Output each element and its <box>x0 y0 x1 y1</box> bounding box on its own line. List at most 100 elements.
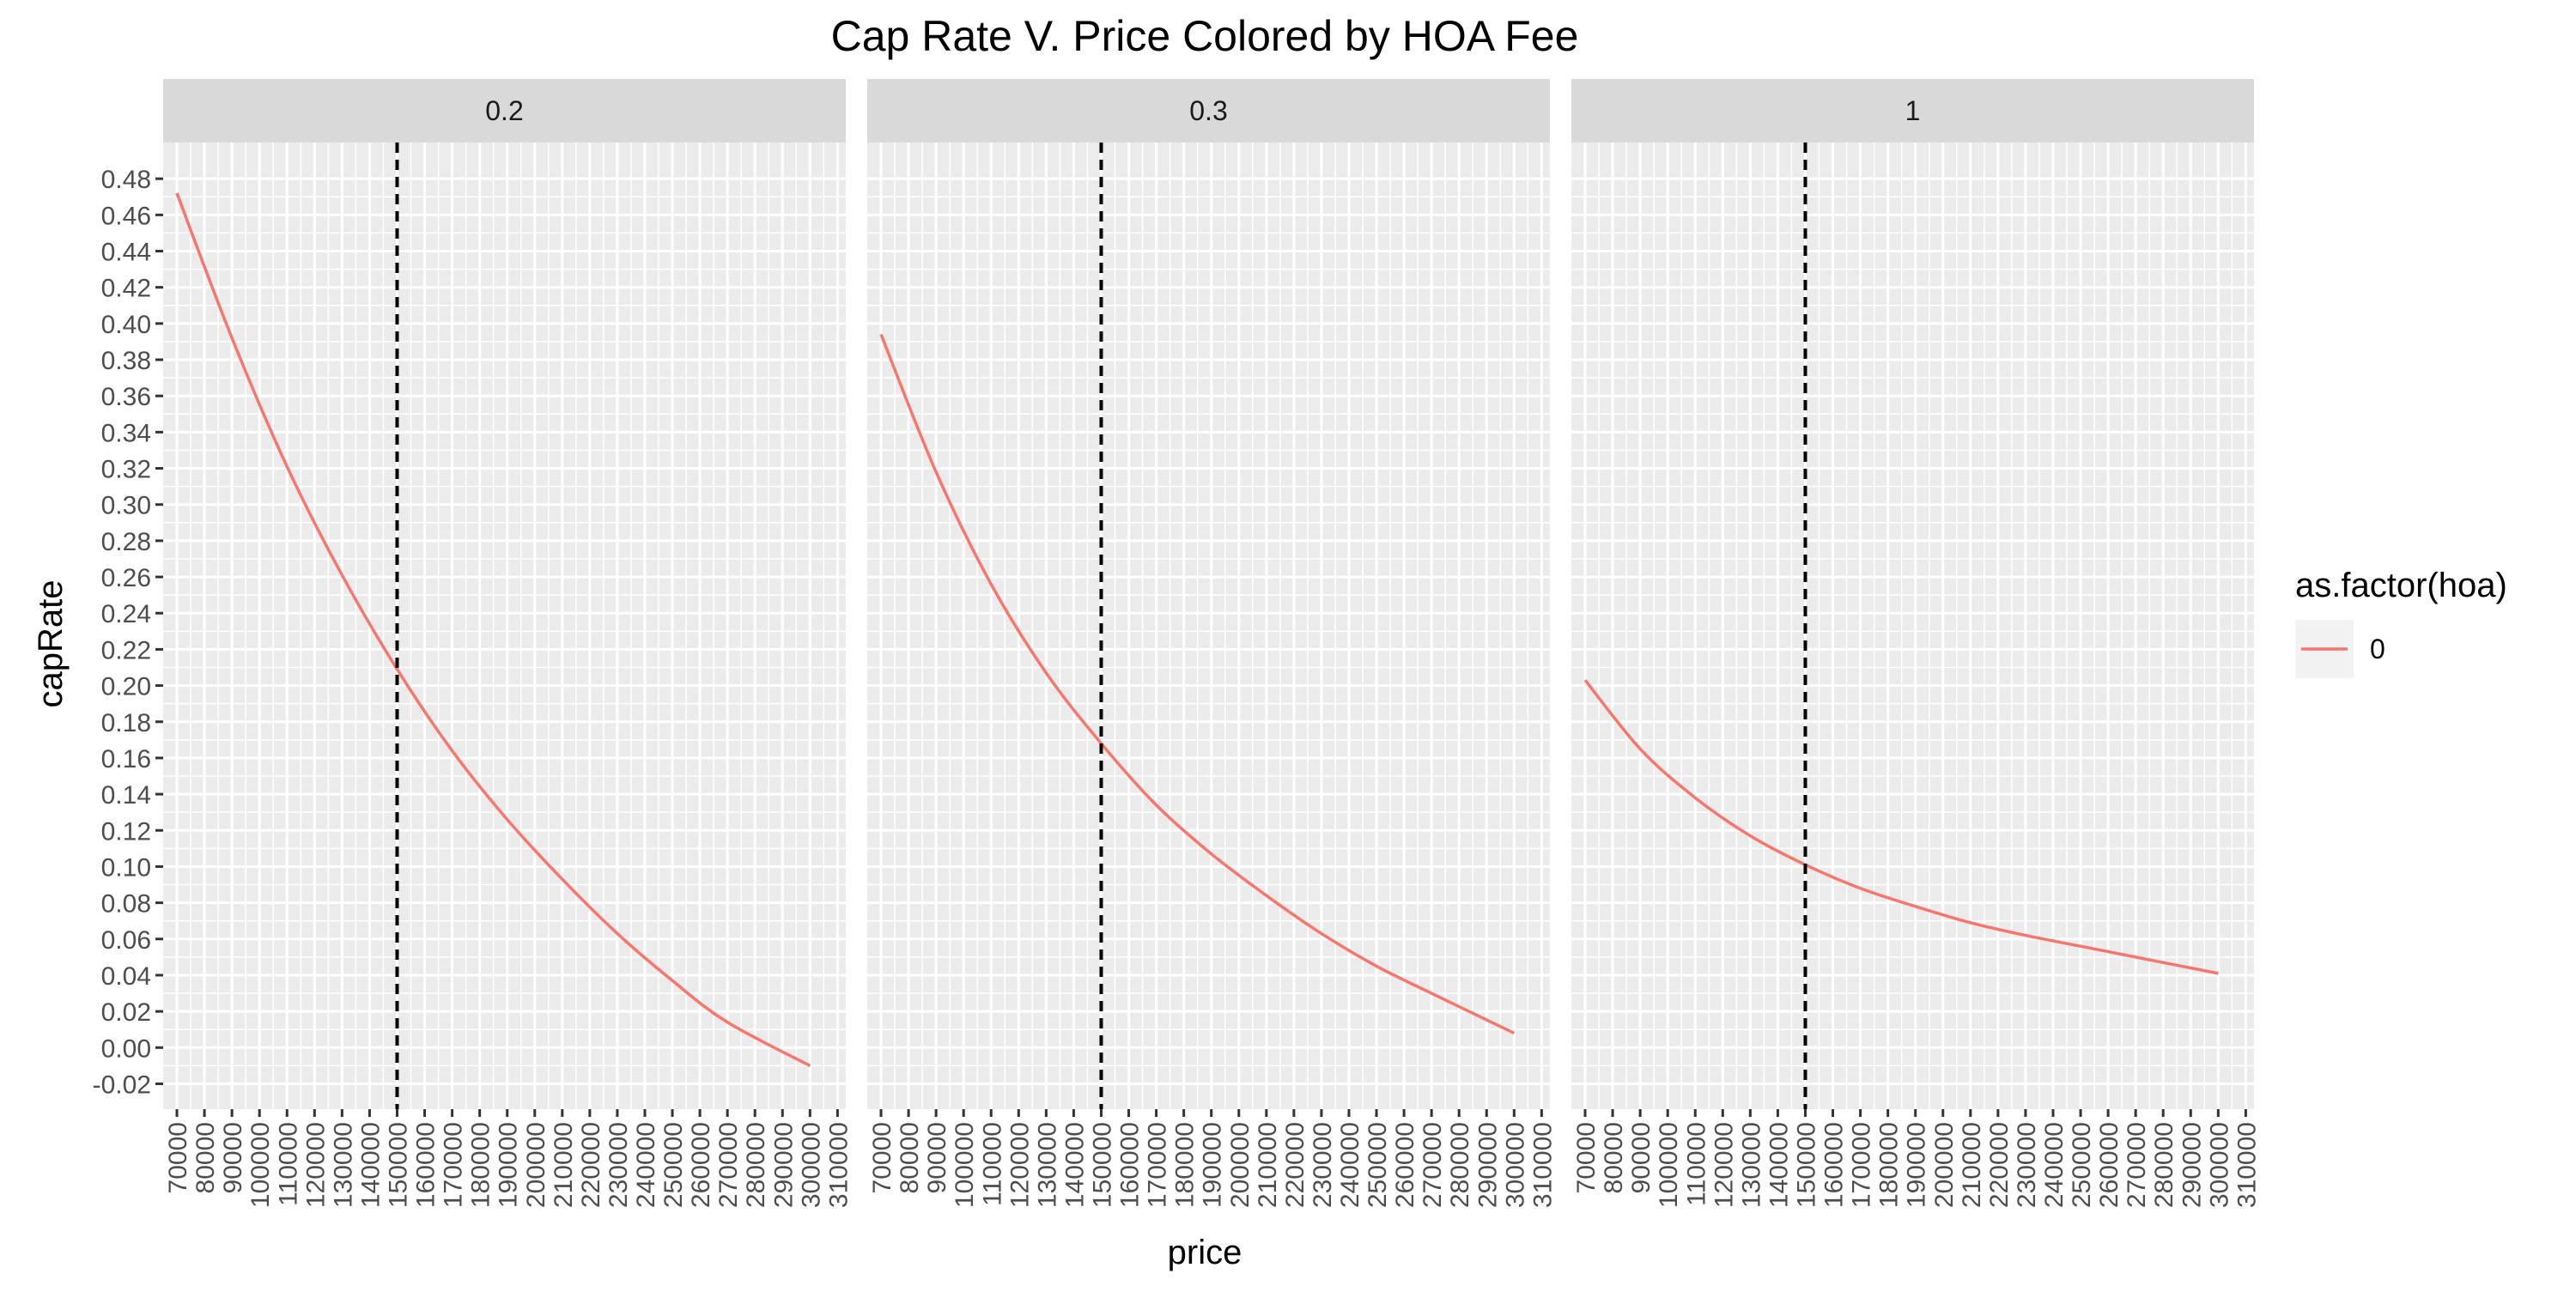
x-tick-label: 280000 <box>742 1122 770 1208</box>
x-tick-label: 280000 <box>1446 1122 1474 1208</box>
facet-panel-2: 1 <box>1571 79 2254 1109</box>
x-tick-label: 150000 <box>1088 1122 1116 1208</box>
x-tick-label: 270000 <box>2123 1122 2151 1208</box>
x-tick-label: 120000 <box>301 1122 330 1208</box>
x-tick-label: 140000 <box>356 1122 385 1208</box>
x-tick-label: 160000 <box>412 1122 440 1208</box>
x-tick-label: 110000 <box>274 1122 302 1206</box>
x-tick-label: 240000 <box>1336 1122 1364 1208</box>
x-tick-label: 70000 <box>164 1122 192 1193</box>
x-axis-label: price <box>1168 1234 1242 1271</box>
x-tick-label: 100000 <box>1655 1122 1683 1208</box>
x-tick-label: 80000 <box>1600 1122 1628 1193</box>
x-tick-label: 110000 <box>1682 1122 1710 1206</box>
x-tick-label: 120000 <box>1710 1122 1738 1208</box>
x-tick-label: 170000 <box>440 1122 468 1208</box>
x-tick-label: 300000 <box>2205 1122 2233 1208</box>
x-tick-label: 80000 <box>191 1122 220 1193</box>
x-tick-label: 150000 <box>384 1122 412 1208</box>
x-tick-label: 210000 <box>1254 1122 1282 1208</box>
x-tick-label: 180000 <box>467 1122 495 1208</box>
x-tick-label: 170000 <box>1144 1122 1172 1208</box>
x-tick-label: 230000 <box>1309 1122 1337 1208</box>
series-line-hoa-0 <box>1583 679 2219 975</box>
x-tick-label: 250000 <box>2068 1122 2096 1208</box>
y-tick-label: 0.00 <box>101 1034 151 1063</box>
x-tick-label: 190000 <box>495 1122 523 1208</box>
x-tick-label: 160000 <box>1116 1122 1145 1208</box>
facet-strip <box>163 79 846 143</box>
x-tick-label: 100000 <box>951 1122 979 1208</box>
x-tick-label: 190000 <box>1903 1122 1931 1208</box>
x-tick-label: 310000 <box>2233 1122 2261 1208</box>
x-tick-label: 80000 <box>896 1122 924 1193</box>
panel-background <box>867 143 1550 1109</box>
x-tick-label: 260000 <box>2095 1122 2123 1208</box>
y-tick-label: 0.40 <box>101 311 151 339</box>
x-tick-label: 290000 <box>1473 1122 1502 1208</box>
x-tick-label: 220000 <box>1985 1122 2014 1208</box>
y-tick-label: 0.14 <box>101 781 151 810</box>
x-tick-label: 310000 <box>824 1122 853 1208</box>
y-tick-label: 0.30 <box>101 492 151 520</box>
x-tick-label: 210000 <box>1958 1122 1986 1208</box>
y-tick-label: 0.38 <box>101 347 151 375</box>
y-tick-label: 0.36 <box>101 383 151 411</box>
y-tick-label: 0.18 <box>101 709 151 737</box>
y-tick-label: 0.28 <box>101 528 151 556</box>
x-tick-label: 240000 <box>2040 1122 2069 1208</box>
y-tick-label: 0.32 <box>101 456 151 484</box>
x-tick-label: 130000 <box>1737 1122 1765 1208</box>
x-tick-label: 90000 <box>219 1122 247 1193</box>
x-tick-label: 200000 <box>522 1122 550 1208</box>
y-tick-label: 0.20 <box>101 673 151 701</box>
x-tick-label: 70000 <box>868 1122 896 1193</box>
y-tick-label: 0.46 <box>101 202 151 230</box>
x-tick-label: 290000 <box>2178 1122 2206 1208</box>
x-tick-label: 110000 <box>978 1122 1006 1206</box>
x-tick-label: 160000 <box>1820 1122 1849 1208</box>
panel-background <box>1571 143 2254 1109</box>
y-tick-label: 0.34 <box>101 419 151 447</box>
x-tick-label: 230000 <box>605 1122 633 1208</box>
legend-entry-label: 0 <box>2370 634 2385 664</box>
x-tick-label: 220000 <box>1281 1122 1309 1208</box>
y-tick-label: 0.42 <box>101 275 151 303</box>
y-tick-label: 0.22 <box>101 636 151 664</box>
x-tick-label: 170000 <box>1848 1122 1876 1208</box>
x-tick-label: 260000 <box>687 1122 715 1208</box>
series-line-hoa-0 <box>175 192 811 1067</box>
chart-title: Cap Rate V. Price Colored by HOA Fee <box>831 12 1579 60</box>
legend-layer: 0 <box>2295 620 2385 678</box>
x-tick-label: 290000 <box>769 1122 798 1208</box>
facet-panel-1: 0.3 <box>867 79 1550 1109</box>
y-tick-label: -0.02 <box>93 1071 151 1099</box>
x-tick-label: 180000 <box>1875 1122 1904 1208</box>
x-tick-label: 150000 <box>1792 1122 1820 1208</box>
y-axis-label: capRate <box>32 580 70 708</box>
x-tick-label: 130000 <box>1033 1122 1061 1208</box>
y-tick-label: 0.26 <box>101 564 151 592</box>
x-tick-label: 260000 <box>1391 1122 1419 1208</box>
facet-strip-label: 1 <box>1905 95 1921 126</box>
series-line-hoa-0 <box>879 333 1516 1035</box>
x-tick-label: 130000 <box>329 1122 357 1208</box>
x-tick-label: 100000 <box>246 1122 275 1208</box>
x-tick-label: 310000 <box>1528 1122 1557 1208</box>
x-tick-label: 210000 <box>550 1122 578 1208</box>
legend-title: as.factor(hoa) <box>2295 567 2507 604</box>
panels-layer: 0.2 0.3 1 <box>163 79 2254 1109</box>
facet-panel-0: 0.2 <box>163 79 846 1109</box>
facet-strip <box>1571 79 2254 143</box>
x-tick-label: 300000 <box>1501 1122 1529 1208</box>
x-tick-label: 270000 <box>1419 1122 1447 1208</box>
y-tick-label: 0.02 <box>101 998 151 1027</box>
x-tick-label: 120000 <box>1005 1122 1034 1208</box>
panel-background <box>163 143 846 1109</box>
y-tick-label: 0.08 <box>101 890 151 919</box>
y-tick-label: 0.10 <box>101 853 151 882</box>
x-tick-label: 200000 <box>1226 1122 1255 1208</box>
y-tick-label: 0.24 <box>101 600 151 628</box>
x-tick-label: 220000 <box>577 1122 605 1208</box>
